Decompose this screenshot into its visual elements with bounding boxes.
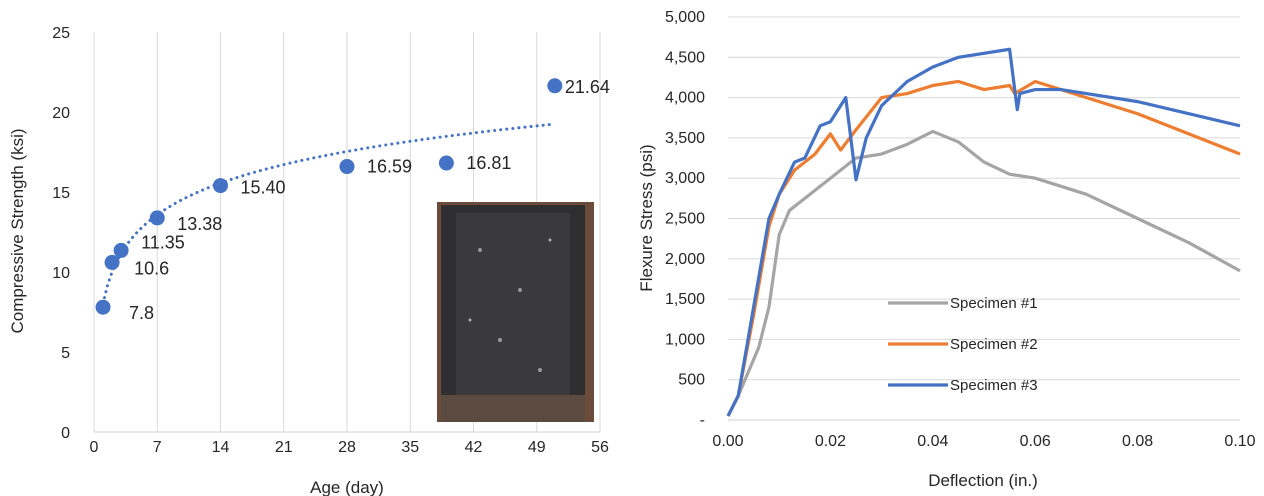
data-label: 11.35 — [141, 232, 185, 252]
x-tick-label: 7 — [153, 439, 162, 456]
series-line-2 — [726, 79, 1241, 417]
y-tick-label: - — [700, 412, 705, 429]
y-tick-label: 4,000 — [665, 90, 705, 107]
y-tick-label: 1,000 — [665, 331, 705, 348]
data-point — [213, 178, 228, 194]
y-tick-label: 0 — [61, 425, 70, 442]
legend-label: Specimen #3 — [950, 377, 1038, 394]
x-tick-label: 42 — [465, 439, 483, 456]
data-label: 13.38 — [177, 214, 222, 234]
x-tick-label: 0 — [90, 439, 99, 456]
y-tick-label: 4,500 — [665, 49, 705, 66]
y-tick-label: 2,500 — [665, 211, 705, 228]
data-point — [149, 210, 165, 226]
y-tick-label: 3,500 — [665, 130, 705, 147]
x-tick-label: 0.04 — [917, 433, 948, 450]
y-tick-label: 10 — [52, 265, 70, 282]
flexure-stress-chart: 0.00 0.02 0.04 0.06 0.08 0.10 - 500 1,000 1,500 2… — [637, 9, 1256, 490]
y-axis-title: Flexure Stress (psi) — [637, 144, 656, 291]
data-label: 10.6 — [134, 258, 169, 278]
data-label: 21.64 — [565, 77, 610, 97]
x-tick-label: 0.02 — [815, 433, 846, 450]
x-tick-label: 0.06 — [1020, 433, 1051, 450]
y-tick-label: 500 — [678, 372, 705, 389]
x-tick-label: 28 — [338, 439, 356, 456]
y-tick-label: 20 — [52, 105, 70, 122]
data-label: 15.40 — [241, 178, 286, 198]
data-point — [104, 254, 120, 270]
x-axis-title: Age (day) — [310, 478, 384, 496]
x-tick-label: 14 — [212, 439, 230, 456]
series-line-1 — [726, 129, 1241, 417]
data-label: 7.8 — [129, 303, 154, 323]
data-point — [438, 155, 454, 171]
data-point — [547, 78, 563, 94]
x-tick-label: 49 — [528, 439, 546, 456]
data-point — [95, 299, 111, 315]
series-line-3 — [726, 47, 1241, 417]
x-tick-label: 0.08 — [1122, 433, 1153, 450]
x-tick-label: 35 — [401, 439, 419, 456]
y-tick-label: 25 — [52, 25, 70, 42]
y-tick-label: 1,500 — [665, 291, 705, 308]
y-axis-title: Compressive Strength (ksi) — [8, 128, 27, 333]
data-label: 16.81 — [466, 153, 511, 173]
x-gridlines — [93, 32, 601, 432]
y-tick-label: 5,000 — [665, 9, 705, 26]
inset-photo — [437, 202, 594, 422]
x-tick-label: 0.10 — [1224, 433, 1255, 450]
y-tick-label: 15 — [52, 185, 70, 202]
data-label: 16.59 — [367, 157, 412, 177]
legend: Specimen #1 Specimen #2 Specimen #3 — [888, 295, 1038, 394]
y-tick-label: 5 — [61, 345, 70, 362]
x-tick-label: 0.00 — [712, 433, 743, 450]
x-tick-label: 56 — [591, 439, 609, 456]
legend-label: Specimen #1 — [950, 295, 1038, 312]
x-tick-label: 21 — [275, 439, 293, 456]
y-tick-label: 3,000 — [665, 170, 705, 187]
x-axis-title: Deflection (in.) — [928, 471, 1038, 490]
y-tick-label: 2,000 — [665, 251, 705, 268]
legend-label: Specimen #2 — [950, 336, 1038, 353]
y-gridlines — [728, 16, 1240, 381]
data-point — [339, 159, 355, 175]
data-point — [113, 242, 129, 258]
